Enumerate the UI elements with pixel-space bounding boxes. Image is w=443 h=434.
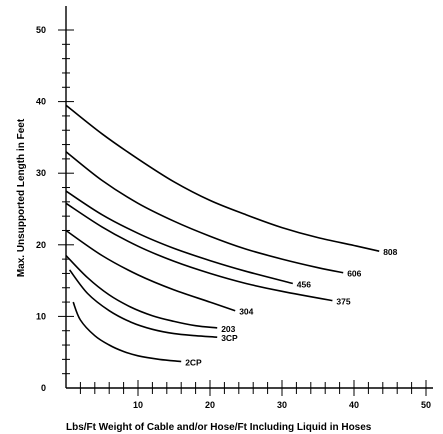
series-line-808 — [65, 104, 380, 252]
series-label-375: 375 — [336, 297, 350, 307]
y-tick-label: 20 — [36, 240, 46, 250]
y-tick-label: 30 — [36, 168, 46, 178]
y-tick-label: 50 — [36, 25, 46, 35]
series-line-3cp — [68, 269, 218, 338]
y-tick-label: 40 — [36, 97, 46, 107]
series-label-456: 456 — [297, 279, 311, 289]
y-axis-title: Max. Unsupported Length in Feet — [16, 118, 27, 277]
series-label-606: 606 — [347, 269, 361, 279]
y-tick-label: 10 — [36, 311, 46, 321]
x-axis-title: Lbs/Ft Weight of Cable and/or Hose/Ft In… — [66, 422, 372, 433]
series-line-375 — [65, 202, 333, 302]
series-line-203 — [65, 254, 218, 329]
series-line-456 — [65, 190, 294, 285]
series-lines — [65, 104, 380, 363]
series-line-606 — [65, 151, 344, 274]
series-label-304: 304 — [239, 307, 253, 317]
x-tick-label: 10 — [133, 400, 143, 410]
series-line-304 — [65, 229, 236, 312]
y-tick-label: 0 — [41, 383, 46, 393]
series-label-808: 808 — [383, 247, 397, 257]
x-tick-label: 20 — [205, 400, 215, 410]
series-label-3cp: 3CP — [221, 333, 238, 343]
x-tick-label: 40 — [349, 400, 359, 410]
x-tick-labels: 10 20 30 40 50 — [133, 400, 431, 410]
series-label-203: 203 — [221, 324, 235, 334]
y-tick-labels: 0 10 20 30 40 50 — [36, 25, 46, 393]
x-tick-label: 50 — [421, 400, 431, 410]
x-tick-label: 30 — [277, 400, 287, 410]
series-line-2cp — [72, 301, 182, 363]
series-label-2cp: 2CP — [185, 358, 202, 368]
